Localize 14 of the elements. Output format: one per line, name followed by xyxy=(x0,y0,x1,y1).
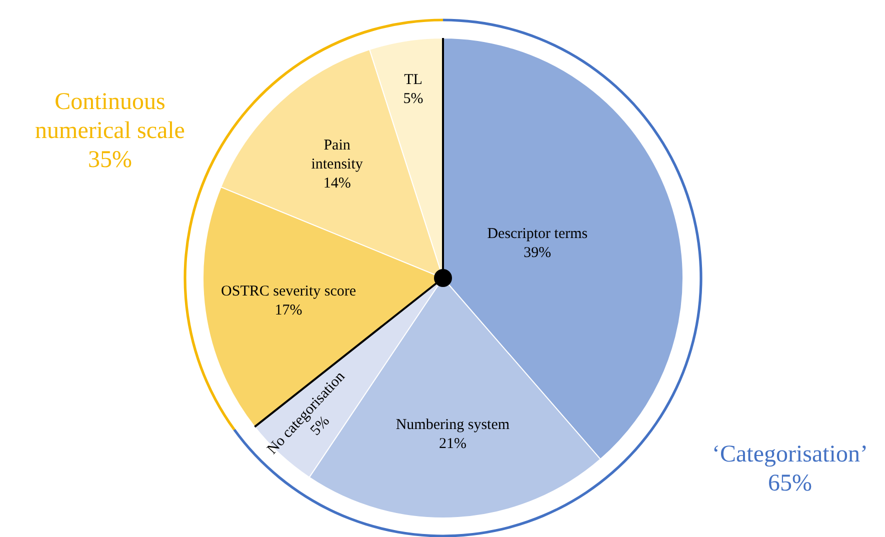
data-label: 17% xyxy=(274,302,302,318)
slice-label: Pain intensity xyxy=(311,137,364,172)
data-label: 14% xyxy=(323,175,351,192)
slice-label: TL xyxy=(404,72,422,88)
data-label: 5% xyxy=(403,90,424,107)
data-label: 21% xyxy=(438,436,466,452)
slice-label: OSTRC severity score xyxy=(221,283,356,300)
data-label: 39% xyxy=(524,245,552,262)
data-label: 65% xyxy=(768,470,812,496)
data-label: 35% xyxy=(88,147,132,173)
slice-label: Continuous numerical scale xyxy=(35,89,185,144)
slice-label: ‘Categorisation’ xyxy=(712,441,868,468)
slice-label: Numbering system xyxy=(396,417,510,434)
slice-label: Descriptor terms xyxy=(487,226,588,242)
